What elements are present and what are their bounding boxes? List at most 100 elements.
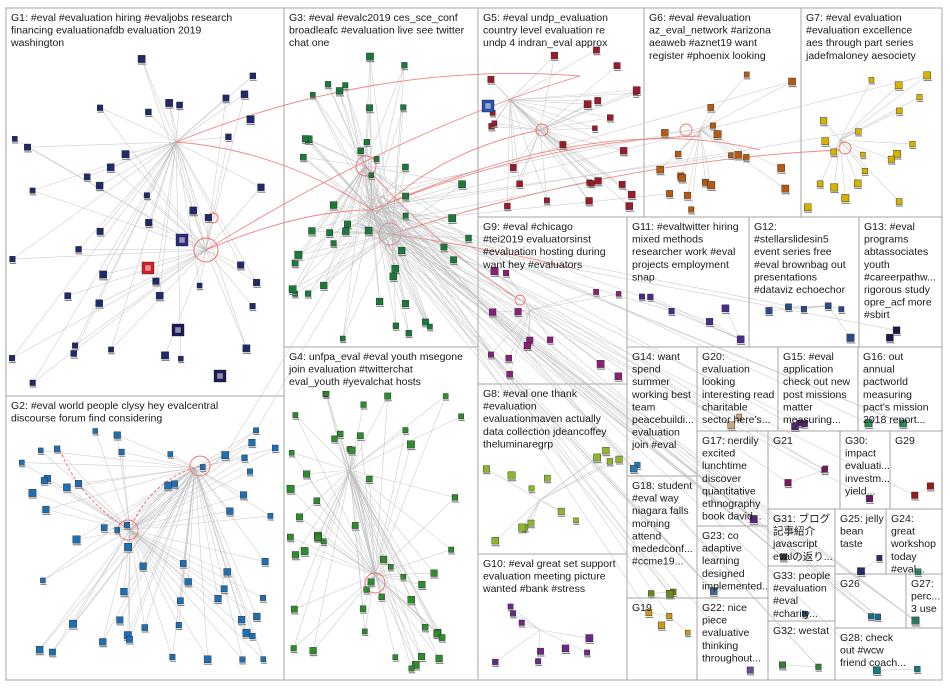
node xyxy=(246,468,254,477)
group-label-line: perc... xyxy=(911,591,940,603)
node xyxy=(120,588,129,598)
group-label-line: opre_acf more xyxy=(864,297,932,309)
node xyxy=(736,335,746,345)
edge xyxy=(374,396,388,576)
node xyxy=(448,214,457,224)
hub-node xyxy=(141,261,155,275)
edge xyxy=(364,165,469,239)
group-label-line: broadleafc #evaluation live see twitter xyxy=(289,25,465,37)
group-label-line: ethnography xyxy=(702,498,761,510)
node xyxy=(287,533,295,543)
edge xyxy=(175,141,194,211)
node xyxy=(310,92,317,100)
edge xyxy=(306,473,376,576)
node xyxy=(458,180,467,190)
edge xyxy=(141,58,177,143)
group-labels: G1: #eval #evaluation hiring #evaljobs r… xyxy=(10,12,940,669)
group-g16 xyxy=(857,346,943,432)
node xyxy=(894,81,904,91)
node xyxy=(373,156,381,164)
edge xyxy=(129,454,226,531)
node xyxy=(593,289,600,297)
group-label-line: want hey #evaluators xyxy=(482,259,582,271)
node xyxy=(402,163,410,173)
edge xyxy=(509,99,630,207)
node xyxy=(302,135,310,145)
node xyxy=(514,308,523,318)
group-label-line: projects employment xyxy=(632,259,729,271)
node xyxy=(400,574,407,582)
edge xyxy=(384,216,872,617)
node xyxy=(400,104,408,113)
node xyxy=(594,97,602,106)
edge xyxy=(349,395,446,471)
group-label-line: learning xyxy=(702,555,740,567)
hub-node xyxy=(481,99,495,113)
node xyxy=(167,451,174,459)
edge xyxy=(374,75,928,212)
group-label-line: G27: xyxy=(911,578,934,590)
node xyxy=(861,167,869,176)
edge xyxy=(379,200,872,617)
node xyxy=(351,522,360,531)
group-label-line: G8: #eval one thank xyxy=(483,388,578,400)
edge xyxy=(295,414,351,471)
edge xyxy=(129,529,219,599)
edge xyxy=(311,209,373,232)
node xyxy=(666,590,675,600)
group-label-line: #evaluation excellence xyxy=(806,25,912,37)
edge xyxy=(379,229,915,496)
edge xyxy=(509,309,531,375)
edge xyxy=(125,141,177,155)
group-box xyxy=(800,7,943,218)
edge xyxy=(509,99,520,184)
node xyxy=(892,326,901,336)
node xyxy=(421,624,429,633)
edge xyxy=(342,165,366,339)
node xyxy=(487,75,496,85)
node xyxy=(42,505,51,516)
node xyxy=(139,562,148,572)
edge xyxy=(27,141,177,148)
node xyxy=(734,151,743,161)
node xyxy=(300,153,308,163)
edge xyxy=(349,395,388,471)
node xyxy=(323,391,331,399)
group-label-line: programs xyxy=(864,234,908,246)
group-label: G1: #eval #evaluation hiring #evaljobs r… xyxy=(10,12,232,49)
edge xyxy=(334,438,351,471)
group-label: G22: nice piece evaluative thinking througho… xyxy=(702,602,761,664)
node xyxy=(11,136,19,144)
edge xyxy=(524,499,541,528)
node xyxy=(507,471,517,482)
edge xyxy=(148,141,177,223)
self-loop-edge xyxy=(193,237,219,263)
node xyxy=(854,179,863,189)
edge xyxy=(680,129,701,177)
group-g22 xyxy=(696,597,769,681)
edge xyxy=(827,305,851,338)
node xyxy=(503,269,510,278)
edge xyxy=(366,195,878,671)
group-label-line: join #eval xyxy=(631,439,676,451)
node xyxy=(736,413,743,422)
edge xyxy=(378,224,784,558)
edge xyxy=(539,129,590,202)
edge xyxy=(175,141,257,283)
node xyxy=(685,629,692,638)
node xyxy=(504,202,512,212)
edge xyxy=(349,429,406,471)
node xyxy=(342,82,349,91)
edge xyxy=(391,233,426,323)
node xyxy=(38,447,45,455)
edge xyxy=(699,129,782,169)
edge xyxy=(391,233,410,334)
node xyxy=(684,191,692,201)
self-loop-edge xyxy=(679,123,693,137)
node xyxy=(743,154,751,163)
node xyxy=(435,654,444,665)
node xyxy=(19,459,26,468)
edge xyxy=(129,529,225,590)
node xyxy=(320,281,329,291)
edge xyxy=(803,305,829,310)
